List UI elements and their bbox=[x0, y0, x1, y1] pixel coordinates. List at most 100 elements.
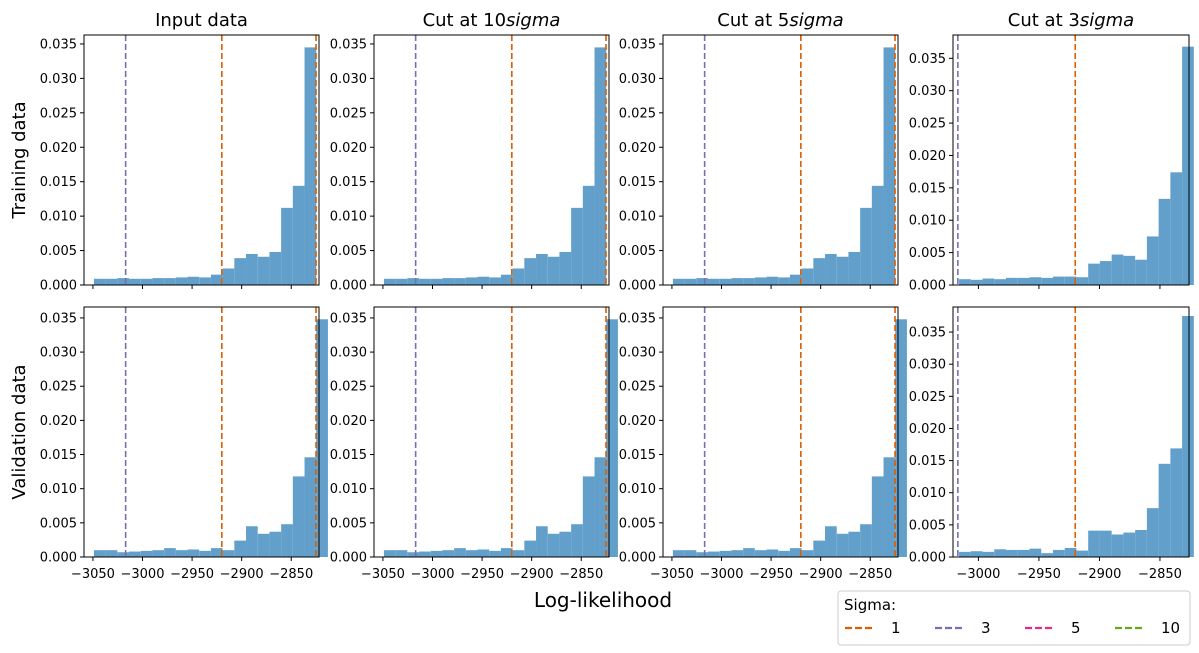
y-tick-label: 0.020 bbox=[330, 141, 367, 156]
legend-label: 3 bbox=[981, 619, 991, 637]
y-tick-label: 0.000 bbox=[619, 551, 656, 566]
y-tick-label: 0.025 bbox=[619, 380, 656, 395]
histogram-bar bbox=[1017, 549, 1030, 557]
x-tick-label: −3000 bbox=[121, 567, 165, 582]
y-tick-label: 0.020 bbox=[40, 414, 77, 429]
histogram-bar bbox=[140, 550, 153, 557]
histogram-bar bbox=[269, 531, 282, 557]
histogram-bar bbox=[383, 550, 396, 557]
histogram-bar bbox=[1182, 46, 1194, 285]
y-tick-label: 0.020 bbox=[330, 414, 367, 429]
histogram-bar bbox=[140, 278, 153, 285]
y-tick-label: 0.000 bbox=[40, 279, 77, 294]
histogram-bar bbox=[860, 524, 872, 557]
histogram-bar bbox=[696, 552, 709, 557]
histogram-bar bbox=[778, 550, 790, 557]
y-tick-label: 0.010 bbox=[330, 482, 367, 497]
y-tick-label: 0.025 bbox=[909, 117, 946, 132]
histogram-bar bbox=[743, 548, 755, 557]
x-tick-label: −2950 bbox=[460, 567, 504, 582]
axes-frame bbox=[83, 306, 320, 558]
histogram-bar bbox=[594, 47, 607, 285]
x-tick-label: −2950 bbox=[749, 567, 793, 582]
y-tick-label: 0.005 bbox=[330, 516, 367, 531]
histogram-bar bbox=[117, 552, 130, 557]
histogram-bar bbox=[813, 540, 826, 557]
histogram-bar bbox=[1135, 530, 1147, 557]
histogram-bar bbox=[1158, 198, 1171, 285]
histogram-bar bbox=[1170, 448, 1183, 557]
histogram-bar bbox=[246, 526, 258, 557]
histogram-bar bbox=[304, 47, 317, 285]
histogram-bar bbox=[1170, 172, 1183, 285]
x-tick-label: −3000 bbox=[956, 567, 1000, 582]
histogram-bar bbox=[672, 550, 685, 557]
y-tick-label: 0.000 bbox=[909, 551, 946, 566]
axes-frame bbox=[373, 34, 610, 286]
histogram-bar bbox=[1006, 549, 1018, 557]
histogram-bar bbox=[672, 278, 685, 285]
y-tick-label: 0.010 bbox=[330, 210, 367, 225]
histogram-bar bbox=[731, 550, 744, 557]
y-tick-label: 0.035 bbox=[909, 326, 946, 341]
histogram-bar bbox=[719, 550, 732, 557]
y-tick-label: 0.005 bbox=[330, 244, 367, 259]
y-tick-label: 0.010 bbox=[619, 210, 656, 225]
histogram-bar bbox=[719, 278, 732, 285]
y-tick-label: 0.015 bbox=[40, 448, 77, 463]
y-tick-label: 0.000 bbox=[619, 279, 656, 294]
column-title: Cut at 10sigma bbox=[423, 10, 561, 31]
y-tick-label: 0.030 bbox=[909, 358, 946, 373]
histogram-bar bbox=[959, 279, 971, 285]
histogram-bar bbox=[1146, 236, 1159, 285]
histogram-bar bbox=[489, 277, 501, 285]
histogram-panel: 0.000 0.005 0.010 0.015 0.020 0.025 0.030 0.035… bbox=[330, 306, 618, 582]
histogram-bar bbox=[454, 278, 466, 285]
histogram-bar bbox=[994, 279, 1007, 285]
x-tick-label: −3000 bbox=[700, 567, 744, 582]
histogram-bar bbox=[778, 277, 790, 285]
histogram-bar bbox=[1182, 315, 1194, 557]
histogram-bar bbox=[883, 457, 896, 557]
histogram-bar bbox=[164, 548, 176, 557]
column-title: Cut at 5sigma bbox=[717, 10, 843, 31]
histogram-bar bbox=[860, 207, 872, 285]
axes-frame bbox=[952, 34, 1190, 286]
histogram-bar bbox=[292, 185, 305, 285]
histogram-bar bbox=[269, 251, 282, 285]
column-title: Cut at 3sigma bbox=[1008, 10, 1134, 31]
histogram-bar bbox=[524, 258, 537, 285]
y-tick-label: 0.005 bbox=[40, 516, 77, 531]
histogram-bar bbox=[152, 550, 165, 557]
histogram-bar bbox=[304, 457, 317, 557]
histogram-panel: 0.000 0.005 0.010 0.015 0.020 0.025 0.030 0.035… bbox=[40, 306, 328, 582]
y-tick-label: 0.010 bbox=[40, 210, 77, 225]
histogram-bar bbox=[489, 550, 501, 557]
histogram-bar bbox=[419, 551, 431, 557]
histogram-bar bbox=[696, 278, 709, 285]
histogram-bar bbox=[801, 550, 814, 557]
x-tick-label: −2850 bbox=[1138, 567, 1182, 582]
histogram-bar bbox=[994, 549, 1007, 557]
histogram-bar bbox=[1076, 277, 1089, 285]
y-tick-label: 0.010 bbox=[40, 482, 77, 497]
y-tick-label: 0.035 bbox=[619, 37, 656, 52]
y-tick-label: 0.035 bbox=[909, 52, 946, 67]
histogram-bar bbox=[836, 533, 849, 557]
histogram-bar bbox=[559, 251, 572, 285]
y-tick-label: 0.035 bbox=[619, 311, 656, 326]
histogram-bar bbox=[419, 278, 431, 285]
x-tick-label: −2900 bbox=[1077, 567, 1121, 582]
histogram-bar bbox=[129, 551, 141, 557]
histogram-bar bbox=[222, 268, 235, 285]
y-tick-label: 0.025 bbox=[40, 106, 77, 121]
y-tick-label: 0.015 bbox=[909, 181, 946, 196]
legend-label: 1 bbox=[891, 619, 901, 637]
histogram-bar bbox=[210, 274, 223, 285]
histogram-bar bbox=[731, 278, 744, 285]
histogram-bar bbox=[383, 278, 396, 285]
x-tick-label: −2900 bbox=[510, 567, 554, 582]
histogram-bar bbox=[1064, 548, 1077, 557]
histogram-bar bbox=[1052, 549, 1065, 557]
y-tick-label: 0.025 bbox=[330, 380, 367, 395]
